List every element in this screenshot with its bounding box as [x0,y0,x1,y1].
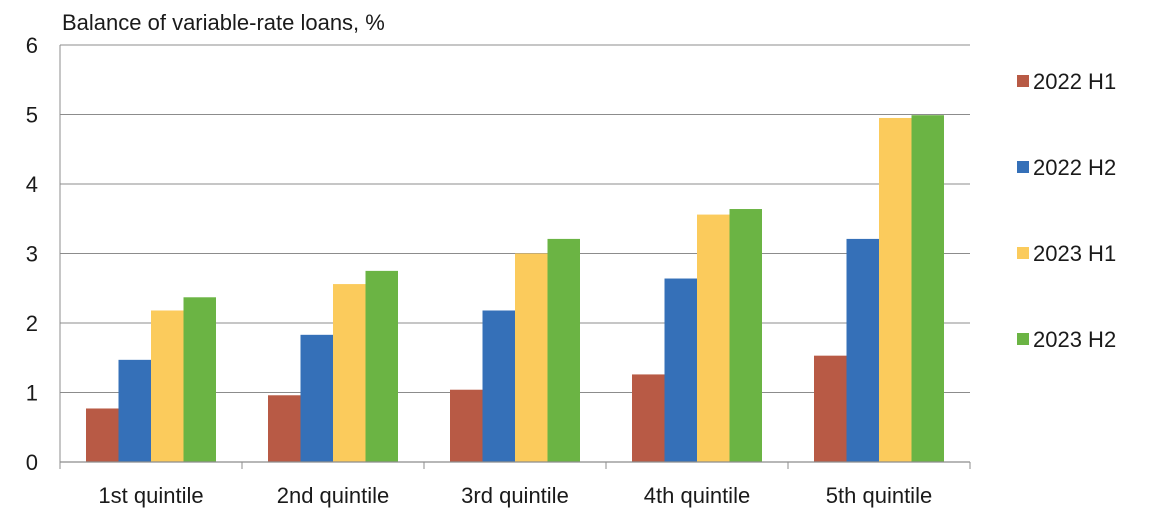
bar-2022-h1 [268,395,301,462]
bar-2022-h1 [814,355,847,462]
y-tick-label: 0 [26,450,38,475]
y-tick-label: 6 [26,33,38,58]
y-tick-label: 1 [26,381,38,406]
bar-2022-h2 [846,238,879,462]
y-axis-title: Balance of variable-rate loans, % [62,10,385,35]
legend-swatch [1017,247,1029,259]
legend: 2022 H1 2022 H2 2023 H1 2023 H2 [1017,69,1116,352]
legend-label: 2023 H2 [1033,327,1116,352]
bar-2022-h2 [118,359,151,462]
legend-swatch [1017,333,1029,345]
bar-2022-h2 [300,334,333,462]
bar-2023-h2 [183,297,216,462]
bar-2022-h2 [482,310,515,462]
bar-2023-h2 [911,115,944,462]
bar-2023-h2 [729,209,762,462]
bar-2023-h1 [151,310,184,462]
x-tick-label: 4th quintile [644,483,750,508]
bar-2023-h1 [697,214,730,462]
bar-2023-h2 [547,238,580,462]
legend-label: 2023 H1 [1033,241,1116,266]
legend-label: 2022 H2 [1033,155,1116,180]
y-tick-label: 5 [26,103,38,128]
axes: 0 1 2 3 4 5 6 1st quintile 2nd quintile 3rd quint… [26,33,971,508]
y-tick-label: 4 [26,172,38,197]
x-tick-label: 2nd quintile [277,483,390,508]
bar-2022-h2 [664,278,697,462]
bar-2022-h1 [450,389,483,462]
bar-2023-h1 [333,284,366,462]
x-tick-label: 5th quintile [826,483,932,508]
bar-2023-h1 [515,253,548,462]
bar-2023-h1 [879,117,912,462]
y-tick-label: 3 [26,242,38,267]
legend-swatch [1017,75,1029,87]
legend-swatch [1017,161,1029,173]
x-tick-label: 3rd quintile [461,483,569,508]
legend-label: 2022 H1 [1033,69,1116,94]
bars [86,115,944,462]
x-tick-label: 1st quintile [98,483,203,508]
bar-2023-h2 [365,270,398,462]
y-tick-label: 2 [26,311,38,336]
bar-2022-h1 [632,374,665,462]
bar-2022-h1 [86,408,119,462]
